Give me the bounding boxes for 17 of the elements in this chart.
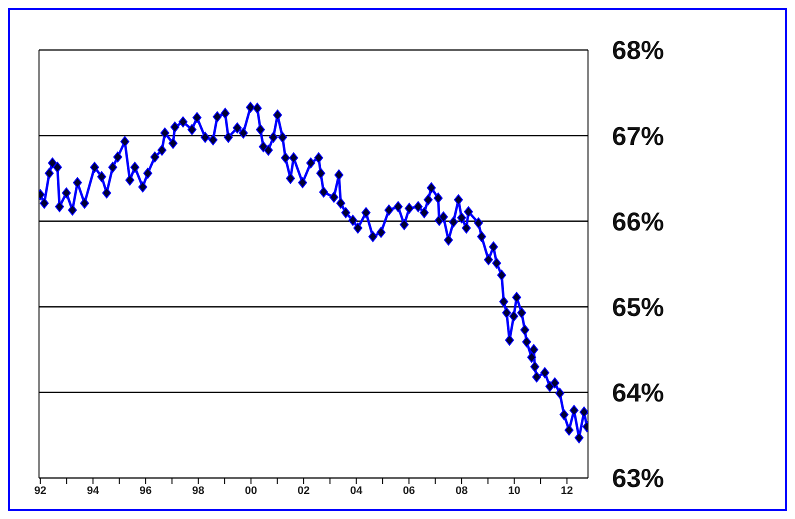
y-tick-label: 67%: [612, 120, 664, 151]
y-tick-label: 64%: [612, 378, 664, 408]
x-tick-label: 96: [140, 484, 152, 497]
x-tick-label: 92: [34, 484, 46, 497]
y-tick-label: 66%: [612, 206, 664, 236]
x-tick-label: 08: [455, 484, 468, 497]
y-tick-label: 68%: [612, 35, 664, 66]
x-tick-label: 98: [192, 484, 204, 497]
x-tick-label: 00: [244, 484, 258, 497]
y-tick-label: 63%: [612, 463, 664, 494]
x-tick-label: 12: [560, 484, 574, 497]
x-tick-label: 10: [508, 484, 520, 497]
y-tick-label: 65%: [612, 292, 664, 322]
x-tick-label: 94: [86, 484, 100, 497]
x-tick-label: 06: [402, 484, 416, 497]
x-tick-label: 02: [298, 484, 310, 497]
x-tick-label: 04: [350, 484, 364, 497]
